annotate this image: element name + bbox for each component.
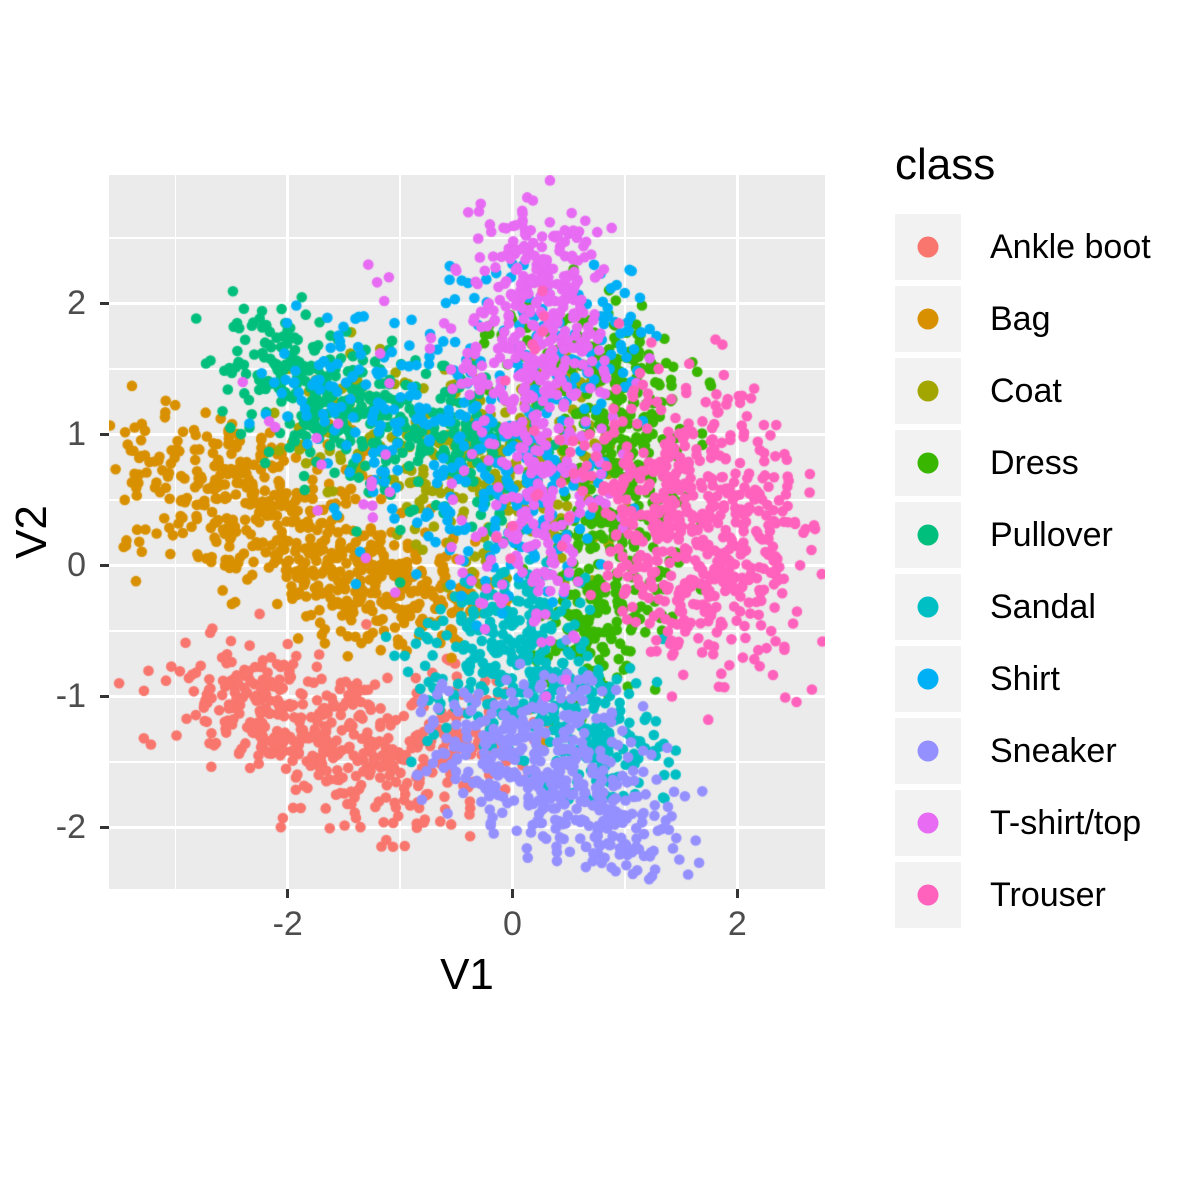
x-axis-tick <box>511 889 515 898</box>
legend-dot-icon <box>917 452 939 474</box>
y-axis-title: V2 <box>7 505 56 559</box>
legend-entry: Sneaker <box>895 718 1151 784</box>
legend-dot-icon <box>917 308 939 330</box>
legend-key <box>895 502 961 568</box>
x-axis-tick-label: -2 <box>272 905 303 943</box>
legend-entry-label: Dress <box>990 443 1079 482</box>
y-axis-tick-label: 1 <box>67 415 86 454</box>
y-axis-tick <box>100 563 109 567</box>
legend-entry-label: Pullover <box>990 515 1113 554</box>
legend-key <box>895 430 961 496</box>
legend-entry: Shirt <box>895 646 1151 712</box>
legend-entry: Ankle boot <box>895 214 1151 280</box>
y-axis-tick-label: -1 <box>55 677 86 716</box>
y-axis-tick <box>100 825 109 829</box>
legend-title: class <box>895 140 996 189</box>
legend-entry: Trouser <box>895 862 1151 928</box>
legend-entry: Sandal <box>895 574 1151 640</box>
legend-dot-icon <box>917 524 939 546</box>
legend-key <box>895 286 961 352</box>
legend-entry: Bag <box>895 286 1151 352</box>
legend-entry-label: Sneaker <box>990 731 1117 770</box>
legend-entry-label: Shirt <box>990 659 1060 698</box>
legend-entry: T-shirt/top <box>895 790 1151 856</box>
legend-key <box>895 358 961 424</box>
legend-key <box>895 646 961 712</box>
legend-entry-label: Trouser <box>990 875 1106 914</box>
x-axis-tick <box>286 889 290 898</box>
legend-dot-icon <box>917 596 939 618</box>
legend-key <box>895 574 961 640</box>
x-axis-tick-label: 0 <box>503 905 522 943</box>
y-axis-tick <box>100 301 109 305</box>
legend-entry-label: Bag <box>990 299 1051 338</box>
legend-entry: Pullover <box>895 502 1151 568</box>
y-axis-tick <box>100 694 109 698</box>
x-axis-title: V1 <box>440 950 494 999</box>
legend-entry-label: Sandal <box>990 587 1096 626</box>
y-axis-tick-label: 0 <box>67 546 86 585</box>
legend-entry: Dress <box>895 430 1151 496</box>
legend-dot-icon <box>917 884 939 906</box>
legend-entry-label: T-shirt/top <box>990 803 1142 842</box>
legend-entry: Coat <box>895 358 1151 424</box>
legend: class Ankle boot Bag Coat Dress Pullover Sand… <box>895 140 1151 934</box>
legend-key <box>895 214 961 280</box>
y-axis-tick <box>100 432 109 436</box>
x-axis-tick-label: 2 <box>727 905 747 943</box>
legend-dot-icon <box>917 236 939 258</box>
legend-dot-icon <box>917 380 939 402</box>
legend-dot-icon <box>917 740 939 762</box>
legend-key <box>895 862 961 928</box>
plot-panel <box>109 175 825 889</box>
legend-entry-label: Ankle boot <box>990 227 1151 266</box>
legend-key <box>895 718 961 784</box>
y-axis-tick-label: 2 <box>67 284 86 323</box>
y-axis-tick-label: -2 <box>55 808 86 847</box>
legend-entry-label: Coat <box>990 371 1062 410</box>
x-axis-tick <box>735 889 739 898</box>
legend-dot-icon <box>917 668 939 690</box>
legend-key <box>895 790 961 856</box>
legend-rows: Ankle boot Bag Coat Dress Pullover Sandal Shir… <box>895 214 1151 928</box>
scatter-canvas <box>109 175 825 889</box>
legend-dot-icon <box>917 812 939 834</box>
